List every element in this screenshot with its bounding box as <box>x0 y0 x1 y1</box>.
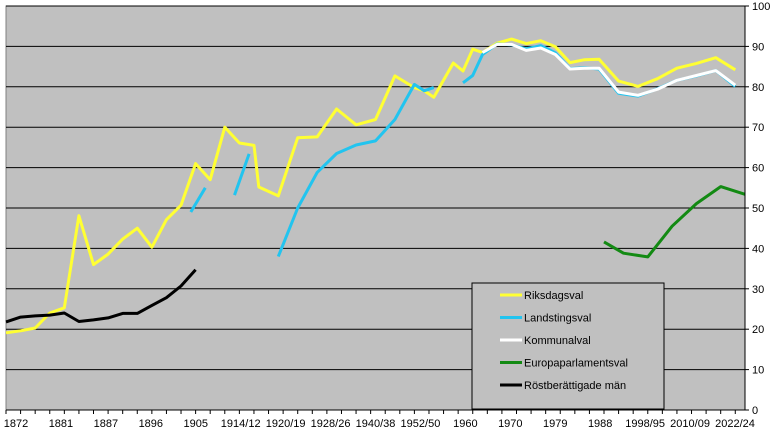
legend-label: Röstberättigade män <box>524 380 626 392</box>
x-tick-label: 2010/09 <box>670 418 710 430</box>
x-tick-label: 1881 <box>49 418 73 430</box>
y-tick-label: 30 <box>752 284 764 296</box>
y-tick-label: 100 <box>752 1 770 13</box>
x-tick-label: 1988 <box>588 418 612 430</box>
legend: Riksdagsval Landstingsval Kommunalval Europ… <box>471 282 665 410</box>
x-tick-label: 1887 <box>94 418 118 430</box>
y-tick-label: 20 <box>752 324 764 336</box>
x-tick-label: 1998/95 <box>625 418 665 430</box>
y-tick-label: 60 <box>752 163 764 175</box>
series-line-riksdagsval <box>5 37 737 335</box>
x-tick-label: 2022/24 <box>715 418 755 430</box>
x-tick-label: 1940/38 <box>356 418 396 430</box>
series-lines <box>5 37 746 335</box>
x-tick-label: 1952/50 <box>401 418 441 430</box>
legend-label: Kommunalval <box>524 335 591 347</box>
series-line-kommunalval <box>481 42 737 97</box>
x-tick-label: 1928/26 <box>311 418 351 430</box>
x-tick-label: 1960 <box>453 418 477 430</box>
x-tick-label: 1896 <box>139 418 163 430</box>
y-tick-label: 90 <box>752 41 764 53</box>
series-line-europaparlamentsval <box>603 185 746 259</box>
y-tick-label: 70 <box>752 122 764 134</box>
legend-label: Riksdagsval <box>524 290 583 302</box>
legend-box <box>471 282 665 410</box>
legend-label: Landstingsval <box>524 313 591 325</box>
y-axis: 0 10 20 30 40 50 60 70 80 90 100 <box>744 1 770 417</box>
legend-label: Europaparlamentsval <box>524 358 628 370</box>
x-axis: 1872 1881 1887 1896 1905 1914/12 1920/19 1928/2… <box>4 409 755 430</box>
y-tick-label: 40 <box>752 243 764 255</box>
series-line-landstingsval <box>233 153 251 196</box>
x-tick-label: 1970 <box>498 418 522 430</box>
x-tick-label: 1872 <box>4 418 28 430</box>
x-tick-label: 1979 <box>543 418 567 430</box>
series-line-rostberattigade-man <box>5 268 197 324</box>
y-tick-label: 80 <box>752 82 764 94</box>
series-line-landstingsval <box>189 187 207 213</box>
y-tick-label: 10 <box>752 365 764 377</box>
y-tick-label: 0 <box>752 405 758 417</box>
x-tick-label: 1914/12 <box>221 418 261 430</box>
x-tick-label: 1905 <box>184 418 208 430</box>
series-line-landstingsval <box>276 82 435 258</box>
y-tick-label: 50 <box>752 203 764 215</box>
x-tick-label: 1920/19 <box>266 418 306 430</box>
